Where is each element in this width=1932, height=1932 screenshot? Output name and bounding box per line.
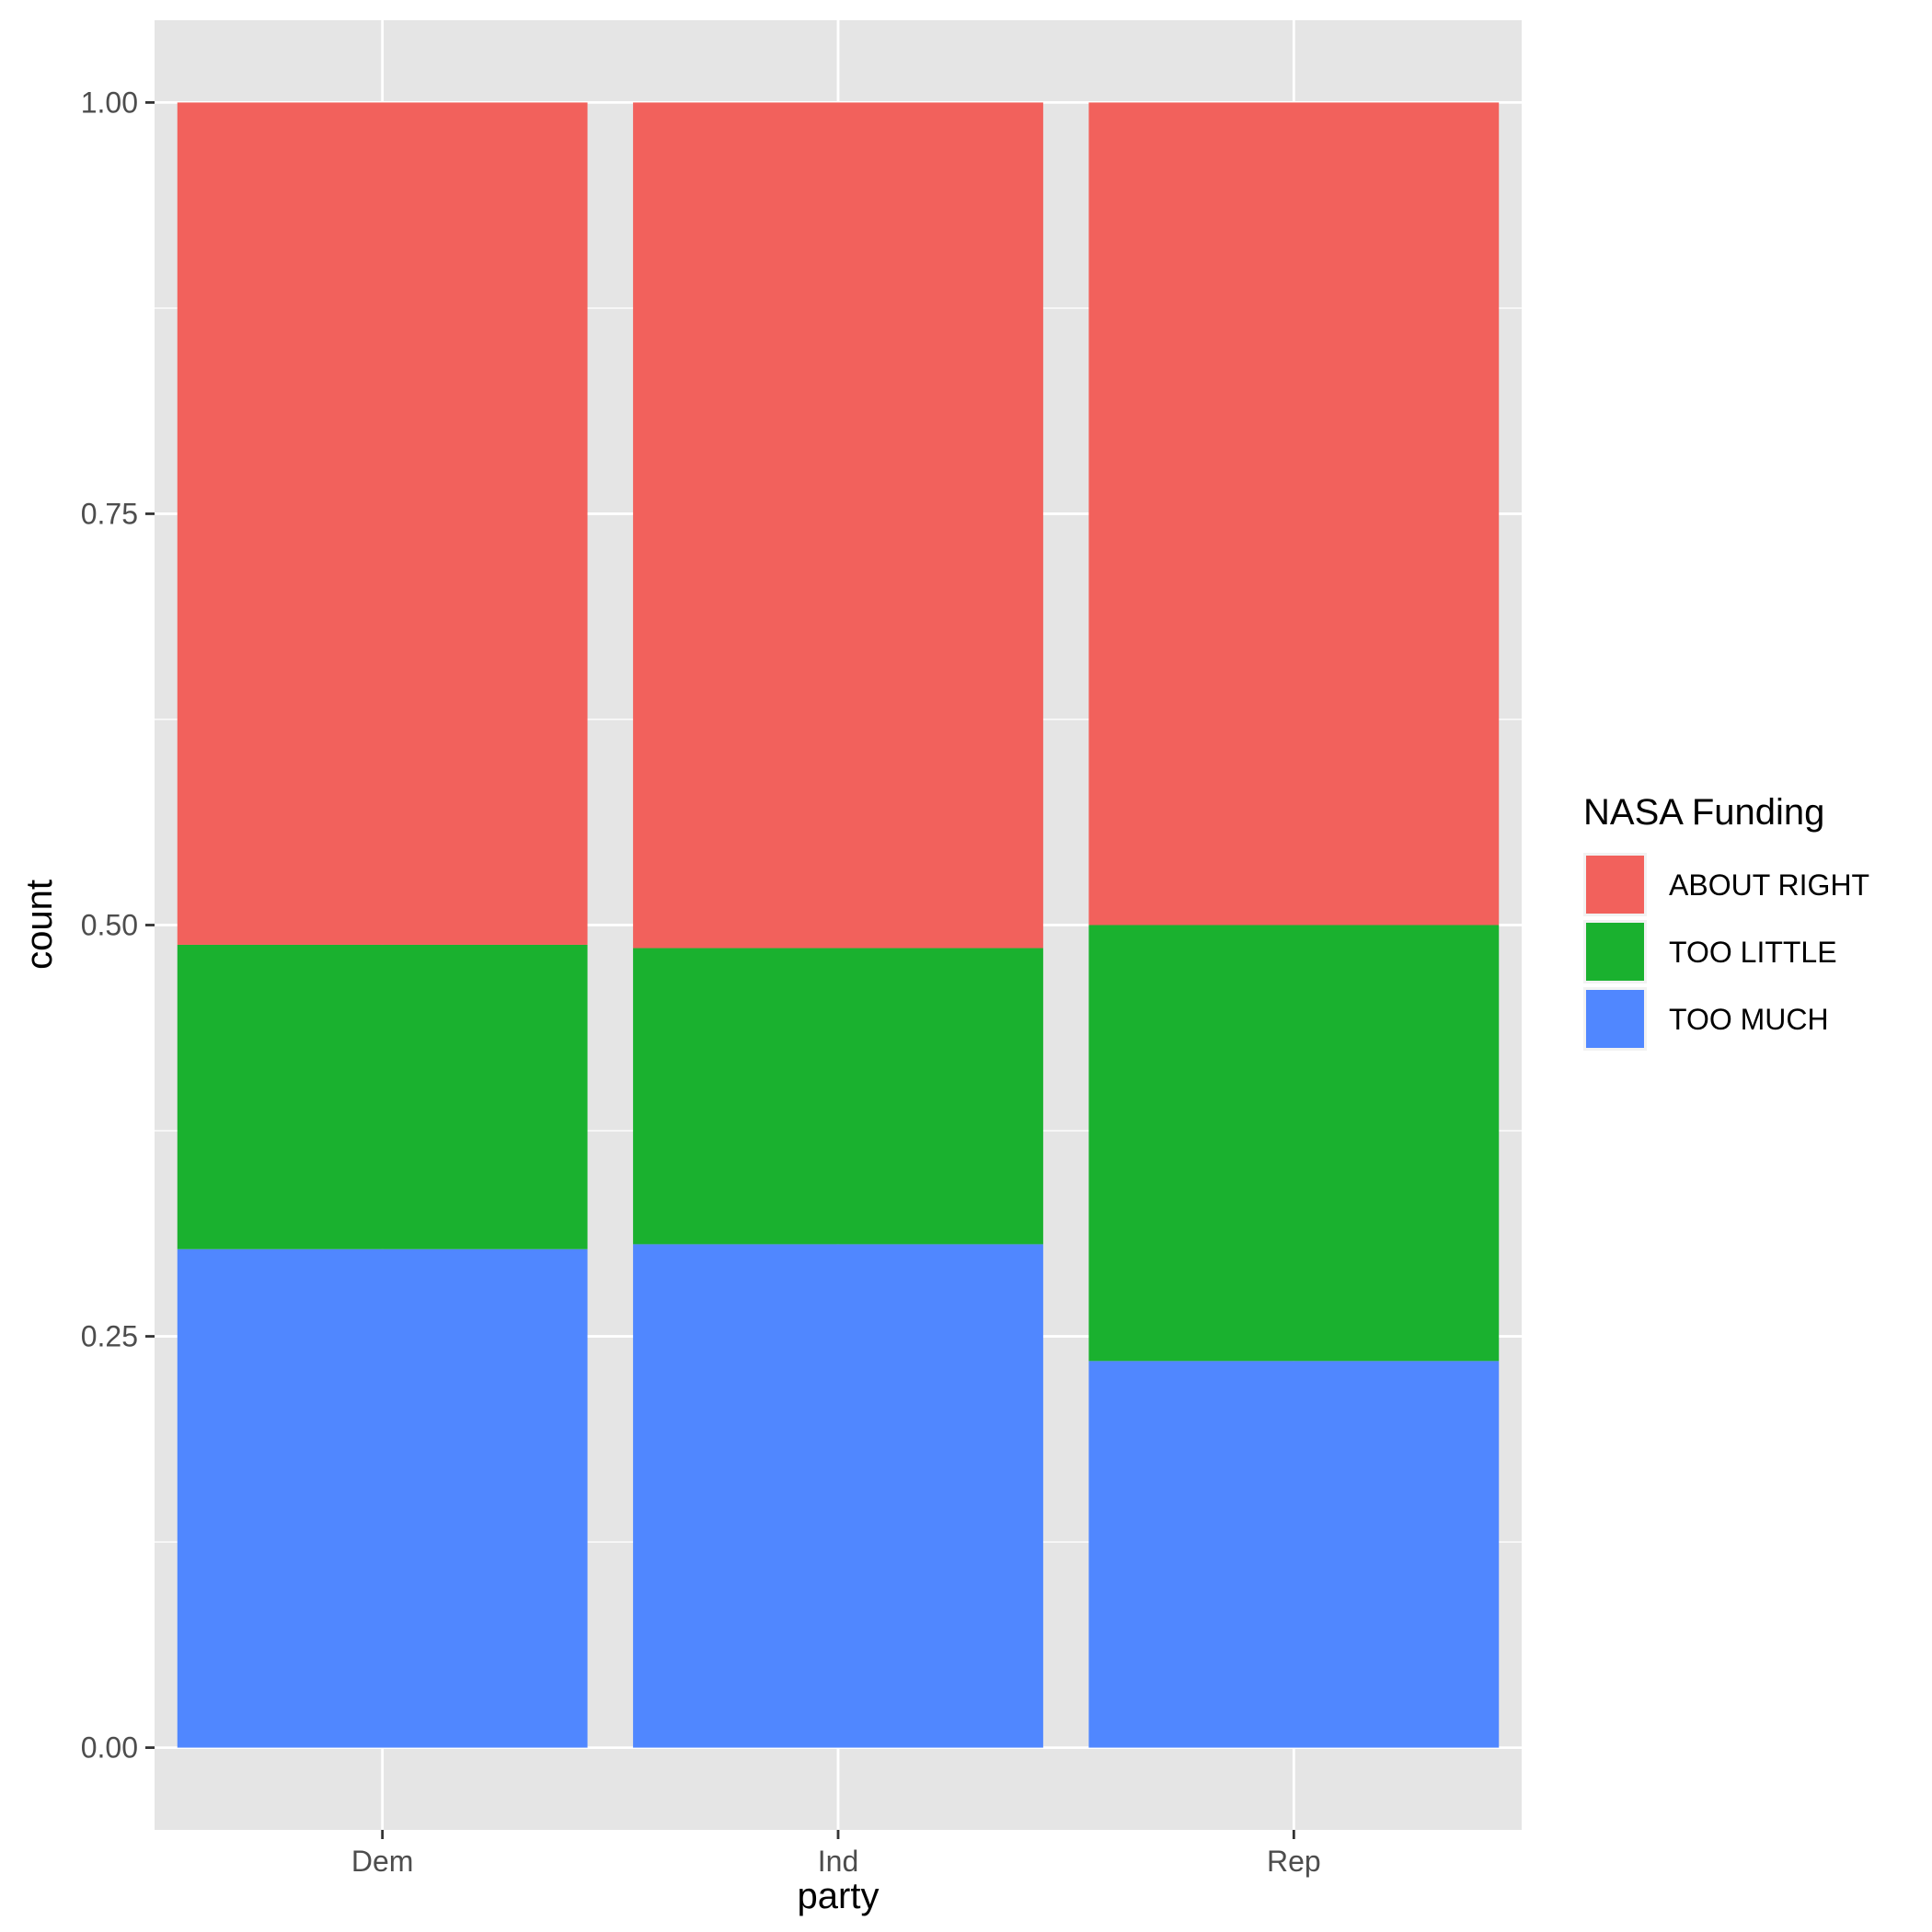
- bar-segment: [1088, 925, 1500, 1362]
- bar-segment: [1088, 1361, 1500, 1748]
- legend-swatch: [1586, 923, 1644, 981]
- x-axis: Dem Ind Rep: [351, 1830, 1321, 1878]
- y-tick-label: 1.00: [81, 86, 138, 119]
- x-tick-label: Dem: [351, 1845, 414, 1878]
- legend-swatch: [1586, 856, 1644, 914]
- y-tick-label: 0.25: [81, 1320, 138, 1353]
- bar-segment: [633, 1244, 1043, 1748]
- y-tick-label: 0.00: [81, 1731, 138, 1765]
- x-axis-title: party: [798, 1876, 880, 1916]
- bar-segment: [177, 944, 588, 1249]
- x-tick-label: Ind: [818, 1845, 858, 1878]
- legend-label: TOO LITTLE: [1669, 936, 1837, 969]
- legend-label: TOO MUCH: [1669, 1003, 1829, 1036]
- bar-stack-group: [177, 102, 1500, 1748]
- legend-keys: ABOUT RIGHT TOO LITTLE TOO MUCH: [1583, 853, 1869, 1051]
- y-axis-title: count: [19, 880, 60, 970]
- bar-segment: [177, 102, 588, 945]
- y-axis: 0.00 0.25 0.50 0.75 1.00: [81, 86, 155, 1765]
- legend-title: NASA Funding: [1583, 792, 1824, 833]
- y-tick-label: 0.75: [81, 497, 138, 530]
- bar-segment: [177, 1248, 588, 1748]
- bar-segment: [1088, 102, 1500, 926]
- bar-segment: [633, 948, 1043, 1245]
- legend-swatch: [1586, 990, 1644, 1048]
- bar-segment: [633, 102, 1043, 949]
- x-tick-label: Rep: [1267, 1845, 1321, 1878]
- y-tick-label: 0.50: [81, 909, 138, 942]
- legend: NASA Funding ABOUT RIGHT TOO LITTLE TOO MU…: [1583, 792, 1869, 1051]
- legend-label: ABOUT RIGHT: [1669, 868, 1869, 902]
